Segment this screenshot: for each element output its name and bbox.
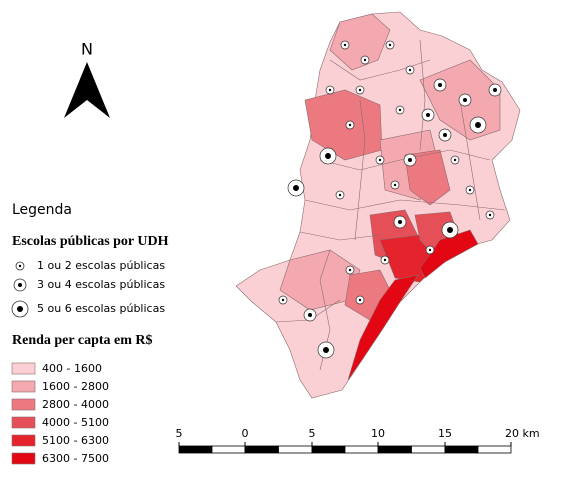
scale-label: 5 bbox=[176, 427, 183, 440]
school-symbol-dot bbox=[18, 283, 22, 287]
income-swatch bbox=[11, 362, 36, 375]
scale-segment bbox=[278, 445, 313, 454]
region bbox=[329, 13, 391, 71]
schools-title: Escolas públicas por UDH bbox=[12, 234, 169, 249]
income-label: 6300 - 7500 bbox=[42, 452, 109, 465]
income-swatch bbox=[11, 416, 36, 429]
school-label: 5 ou 6 escolas públicas bbox=[37, 302, 165, 315]
region bbox=[404, 149, 451, 206]
school-dots bbox=[281, 43, 497, 353]
income-label: 5100 - 6300 bbox=[42, 434, 109, 447]
region bbox=[419, 229, 479, 279]
scale-bar: 5 0 5 10 15 20 km bbox=[176, 427, 540, 454]
scale-segment bbox=[477, 445, 512, 454]
scale-label: 20 km bbox=[505, 427, 540, 440]
scale-segment bbox=[411, 445, 446, 454]
income-label: 2800 - 4000 bbox=[42, 398, 109, 411]
income-swatch bbox=[11, 434, 36, 447]
scale-segment bbox=[244, 445, 279, 454]
north-arrow: N bbox=[64, 40, 110, 118]
scale-label: 5 bbox=[309, 427, 316, 440]
scale-label: 0 bbox=[242, 427, 249, 440]
scale-segment bbox=[211, 445, 246, 454]
scale-segment bbox=[178, 445, 213, 454]
school-symbol-dot bbox=[18, 264, 22, 268]
income-title: Renda per capta em R$ bbox=[12, 333, 153, 348]
income-label: 1600 - 2800 bbox=[42, 380, 109, 393]
income-swatch bbox=[11, 380, 36, 393]
school-label: 3 ou 4 escolas públicas bbox=[37, 278, 165, 291]
region bbox=[347, 274, 419, 381]
income-label: 400 - 1600 bbox=[42, 362, 102, 375]
map bbox=[235, 11, 521, 399]
scale-segment bbox=[344, 445, 379, 454]
school-symbol-dot bbox=[17, 306, 23, 312]
scale-segment bbox=[444, 445, 479, 454]
north-label: N bbox=[81, 40, 93, 59]
income-swatch bbox=[11, 452, 36, 465]
scale-label: 10 bbox=[371, 427, 385, 440]
income-label: 4000 - 5100 bbox=[42, 416, 109, 429]
scale-segment bbox=[377, 445, 412, 454]
legend-title: Legenda bbox=[12, 202, 72, 218]
income-swatch bbox=[11, 398, 36, 411]
school-label: 1 ou 2 escolas públicas bbox=[37, 259, 165, 272]
scale-label: 15 bbox=[438, 427, 452, 440]
scale-segment bbox=[311, 445, 346, 454]
